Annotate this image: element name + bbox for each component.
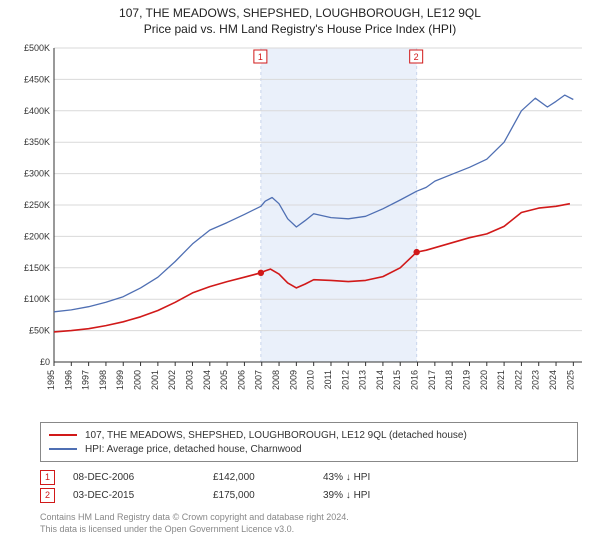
svg-text:£50K: £50K xyxy=(29,326,50,336)
legend-swatch-red xyxy=(49,434,77,436)
svg-text:2003: 2003 xyxy=(184,370,194,390)
svg-text:2024: 2024 xyxy=(548,370,558,390)
svg-text:1: 1 xyxy=(258,52,263,62)
svg-text:2019: 2019 xyxy=(461,370,471,390)
svg-text:2013: 2013 xyxy=(358,370,368,390)
svg-text:2000: 2000 xyxy=(133,370,143,390)
legend: 107, THE MEADOWS, SHEPSHED, LOUGHBOROUGH… xyxy=(40,422,578,462)
svg-text:1996: 1996 xyxy=(63,370,73,390)
svg-text:2002: 2002 xyxy=(167,370,177,390)
svg-text:£0: £0 xyxy=(40,357,50,367)
svg-text:£350K: £350K xyxy=(24,137,50,147)
svg-text:2022: 2022 xyxy=(513,370,523,390)
sale-pct: 43% ↓ HPI xyxy=(323,472,433,483)
svg-text:2004: 2004 xyxy=(202,370,212,390)
sale-date: 03-DEC-2015 xyxy=(73,490,213,501)
svg-text:2015: 2015 xyxy=(392,370,402,390)
svg-text:2011: 2011 xyxy=(323,370,333,389)
sale-marker-2: 2 xyxy=(40,488,55,503)
svg-text:£100K: £100K xyxy=(24,294,50,304)
sale-marker-1: 1 xyxy=(40,470,55,485)
svg-text:2018: 2018 xyxy=(444,370,454,390)
svg-text:2025: 2025 xyxy=(565,370,575,390)
svg-text:1999: 1999 xyxy=(115,370,125,390)
svg-text:2012: 2012 xyxy=(340,370,350,390)
sale-price: £142,000 xyxy=(213,472,323,483)
legend-swatch-blue xyxy=(49,448,77,450)
svg-text:2021: 2021 xyxy=(496,370,506,390)
price-chart: £0 £50K £100K £150K £200K £250K £300K £350K £400… xyxy=(10,44,590,414)
svg-text:2009: 2009 xyxy=(288,370,298,390)
svg-text:2023: 2023 xyxy=(531,370,541,390)
svg-text:2016: 2016 xyxy=(410,370,420,390)
table-row: 1 08-DEC-2006 £142,000 43% ↓ HPI xyxy=(40,468,560,486)
sales-table: 1 08-DEC-2006 £142,000 43% ↓ HPI 2 03-DE… xyxy=(40,468,560,504)
svg-text:2014: 2014 xyxy=(375,370,385,390)
svg-text:1998: 1998 xyxy=(98,370,108,390)
svg-text:2020: 2020 xyxy=(479,370,489,390)
svg-text:2007: 2007 xyxy=(254,370,264,390)
svg-text:£300K: £300K xyxy=(24,169,50,179)
svg-text:2: 2 xyxy=(414,52,419,62)
svg-text:£400K: £400K xyxy=(24,106,50,116)
legend-label-blue: HPI: Average price, detached house, Char… xyxy=(85,444,302,455)
footer-attribution: Contains HM Land Registry data © Crown c… xyxy=(40,512,560,535)
svg-text:£500K: £500K xyxy=(24,44,50,53)
page-title: 107, THE MEADOWS, SHEPSHED, LOUGHBOROUGH… xyxy=(0,6,600,20)
legend-label-red: 107, THE MEADOWS, SHEPSHED, LOUGHBOROUGH… xyxy=(85,430,467,441)
svg-text:2001: 2001 xyxy=(150,370,160,390)
sale-date: 08-DEC-2006 xyxy=(73,472,213,483)
svg-text:1997: 1997 xyxy=(81,370,91,390)
sale-price: £175,000 xyxy=(213,490,323,501)
svg-text:2006: 2006 xyxy=(236,370,246,390)
svg-text:£250K: £250K xyxy=(24,200,50,210)
svg-text:£200K: £200K xyxy=(24,231,50,241)
svg-text:1995: 1995 xyxy=(46,370,56,390)
page-subtitle: Price paid vs. HM Land Registry's House … xyxy=(0,22,600,36)
svg-text:2010: 2010 xyxy=(306,370,316,390)
table-row: 2 03-DEC-2015 £175,000 39% ↓ HPI xyxy=(40,486,560,504)
sale-pct: 39% ↓ HPI xyxy=(323,490,433,501)
svg-text:£450K: £450K xyxy=(24,74,50,84)
svg-text:£150K: £150K xyxy=(24,263,50,273)
svg-text:2005: 2005 xyxy=(219,370,229,390)
svg-text:2017: 2017 xyxy=(427,370,437,390)
svg-text:2008: 2008 xyxy=(271,370,281,390)
